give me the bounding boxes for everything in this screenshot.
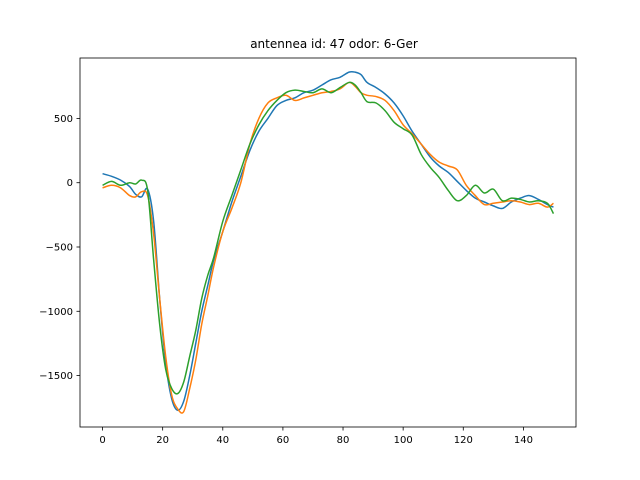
- plot-frame: [79, 57, 577, 428]
- series-line-3: [102, 81, 555, 395]
- series-line-2: [102, 81, 554, 414]
- y-tick-label: 500: [54, 114, 73, 125]
- x-tick-label: 0: [99, 435, 105, 446]
- axis-ticks: 0 20 40 60 80 100 120 140 −1500 −1000 −500 0 500: [39, 114, 533, 446]
- y-tick-label: −1000: [39, 307, 73, 318]
- series-line-1: [102, 70, 554, 412]
- x-tick-label: 100: [394, 435, 413, 446]
- series-lines: [102, 70, 555, 414]
- y-tick-label: −500: [46, 243, 73, 254]
- x-tick-label: 60: [277, 435, 290, 446]
- x-tick-label: 120: [454, 435, 473, 446]
- x-tick-label: 80: [337, 435, 350, 446]
- chart-title: antennea id: 47 odor: 6-Ger: [250, 37, 418, 51]
- x-tick-label: 20: [156, 435, 169, 446]
- y-tick-label: 0: [67, 178, 73, 189]
- y-tick-label: −1500: [39, 371, 73, 382]
- x-tick-label: 140: [514, 435, 533, 446]
- x-tick-label: 40: [216, 435, 229, 446]
